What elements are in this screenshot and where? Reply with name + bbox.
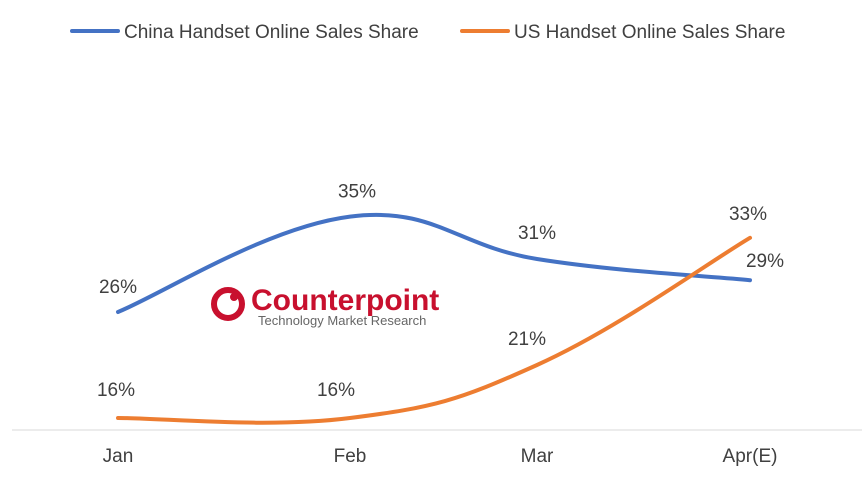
data-label: 35% — [338, 182, 376, 203]
data-label: 16% — [317, 380, 355, 401]
logo-tagline: Technology Market Research — [258, 313, 426, 328]
data-label: 16% — [97, 380, 135, 401]
series-layer — [116, 212, 752, 425]
data-label: 29% — [746, 251, 784, 272]
data-label: 21% — [508, 329, 546, 350]
x-axis-ticks: Jan Feb Mar Apr(E) — [103, 446, 778, 467]
data-label: 31% — [518, 223, 556, 244]
x-tick-label: Apr(E) — [723, 446, 778, 467]
legend-label-china: China Handset Online Sales Share — [124, 22, 419, 43]
data-label: 26% — [99, 277, 137, 298]
data-labels: 26% 35% 31% 29% 16% 16% 21% 33% — [97, 182, 784, 401]
logo-name: Counterpoint — [251, 284, 439, 317]
series-line-1 — [116, 235, 752, 425]
series-line-0 — [116, 212, 752, 314]
chart-legend: China Handset Online Sales Share US Hand… — [70, 22, 785, 43]
x-tick-label: Jan — [103, 446, 134, 467]
x-tick-label: Feb — [334, 446, 367, 467]
counterpoint-logo-icon — [211, 287, 245, 321]
x-tick-label: Mar — [521, 446, 554, 467]
counterpoint-logo: Counterpoint Technology Market Research — [211, 284, 439, 328]
legend-label-us: US Handset Online Sales Share — [514, 22, 785, 43]
data-label: 33% — [729, 204, 767, 225]
